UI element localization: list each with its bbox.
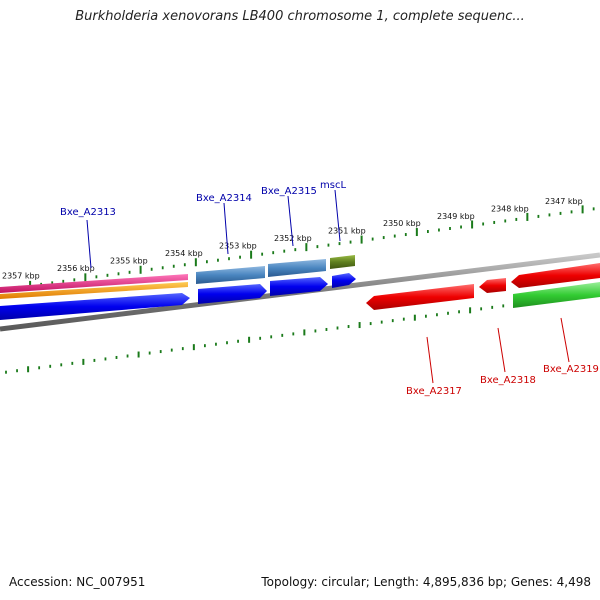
cds-mscl-box[interactable] bbox=[330, 255, 355, 269]
scale-tick-label: 2347 kbp bbox=[545, 197, 583, 206]
scale-tick-labels: 2357 kbp 2356 kbp 2355 kbp 2354 kbp 2353 kbp… bbox=[2, 197, 583, 280]
gene-bxe-a2313-arrow[interactable] bbox=[0, 293, 190, 320]
svg-text:Bxe_A2315: Bxe_A2315 bbox=[261, 186, 317, 197]
feature-orange-track[interactable] bbox=[0, 282, 188, 299]
scale-tick-label: 2355 kbp bbox=[110, 257, 148, 266]
scale-tick-label: 2356 kbp bbox=[57, 264, 95, 273]
gene-label-bxe-a2319[interactable]: Bxe_A2319 bbox=[543, 317, 599, 375]
svg-text:mscL: mscL bbox=[320, 180, 346, 191]
feature-magenta-track[interactable] bbox=[0, 274, 188, 293]
gene-mscl-arrow[interactable] bbox=[332, 273, 356, 288]
gene-bxe-a2317-arrow[interactable] bbox=[366, 284, 474, 310]
accession-label: Accession: NC_007951 bbox=[9, 575, 146, 589]
cds-bxe-a2315-box[interactable] bbox=[268, 259, 326, 277]
cds-bxe-a2314-box[interactable] bbox=[196, 266, 265, 284]
gene-label-bxe-a2313[interactable]: Bxe_A2313 bbox=[60, 207, 116, 269]
scale-ticks-upper bbox=[7, 205, 595, 291]
scale-tick-label: 2348 kbp bbox=[491, 204, 529, 213]
svg-text:Bxe_A2319: Bxe_A2319 bbox=[543, 364, 599, 375]
gene-bxe-a2314-arrow[interactable] bbox=[198, 284, 267, 304]
scale-tick-label: 2349 kbp bbox=[437, 212, 475, 221]
sequence-title: Burkholderia xenovorans LB400 chromosome… bbox=[75, 9, 525, 24]
scale-tick-label: 2353 kbp bbox=[219, 242, 257, 251]
gene-label-bxe-a2315[interactable]: Bxe_A2315 bbox=[261, 186, 317, 247]
scale-tick-label: 2351 kbp bbox=[328, 227, 366, 236]
gene-bxe-a2318-arrow[interactable] bbox=[479, 278, 506, 293]
svg-text:Bxe_A2318: Bxe_A2318 bbox=[480, 375, 536, 386]
scale-tick-label: 2357 kbp bbox=[2, 271, 40, 280]
svg-text:Bxe_A2314: Bxe_A2314 bbox=[196, 193, 252, 204]
gene-label-bxe-a2317[interactable]: Bxe_A2317 bbox=[406, 336, 462, 397]
scale-tick-label: 2354 kbp bbox=[165, 249, 203, 258]
gene-bxe-a2319-arrow[interactable] bbox=[511, 263, 600, 288]
scale-tick-label: 2350 kbp bbox=[383, 219, 421, 228]
svg-text:Bxe_A2317: Bxe_A2317 bbox=[406, 386, 462, 397]
genome-stats-label: Topology: circular; Length: 4,895,836 bp… bbox=[261, 575, 591, 589]
scale-tick-label: 2352 kbp bbox=[274, 234, 312, 243]
gene-label-mscl[interactable]: mscL bbox=[320, 180, 346, 242]
feature-green-track[interactable] bbox=[513, 282, 600, 308]
gene-bxe-a2315-arrow[interactable] bbox=[270, 277, 328, 296]
gene-label-bxe-a2318[interactable]: Bxe_A2318 bbox=[480, 327, 536, 386]
svg-text:Bxe_A2313: Bxe_A2313 bbox=[60, 207, 116, 218]
gene-label-bxe-a2314[interactable]: Bxe_A2314 bbox=[196, 193, 252, 255]
